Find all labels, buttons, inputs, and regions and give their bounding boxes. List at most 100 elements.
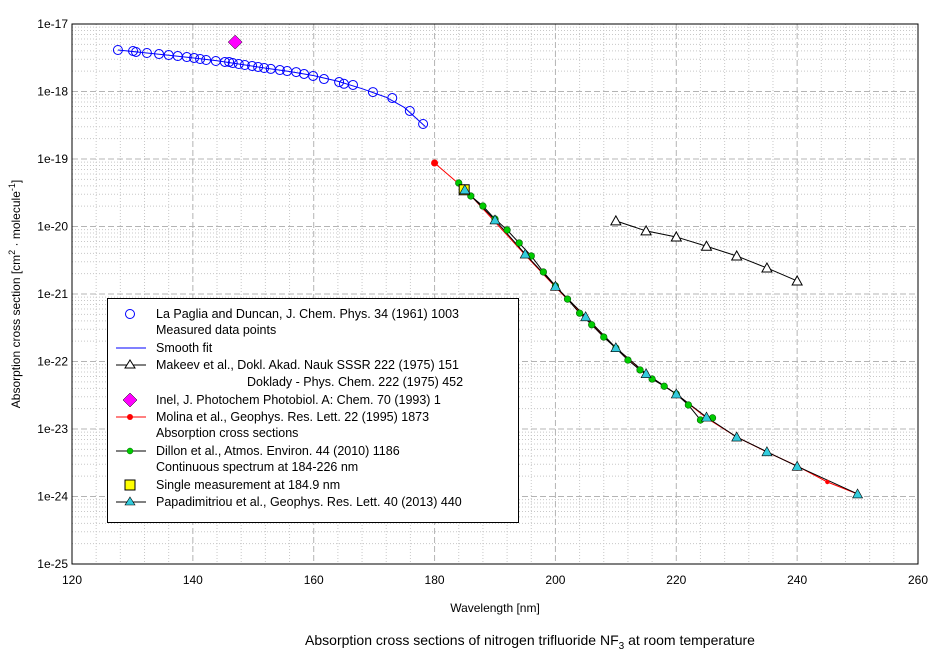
data-point <box>479 202 487 210</box>
data-point <box>791 460 803 471</box>
y-tick-label: 1e-17 <box>37 17 68 31</box>
x-tick-label: 200 <box>545 573 565 587</box>
data-point <box>227 58 238 69</box>
data-point <box>387 93 398 104</box>
y-axis-label: Absorption cross section [cm2 · molecule… <box>7 180 23 408</box>
x-tick-label: 120 <box>62 573 82 587</box>
cyan-triangle-line-icon <box>116 496 146 506</box>
data-point <box>515 239 523 247</box>
legend: La Paglia and Duncan, J. Chem. Phys. 34 … <box>107 298 519 523</box>
legend-label: Single measurement at 184.9 nm <box>156 478 341 492</box>
legend-label: Smooth fit <box>156 341 213 355</box>
plot-frame <box>71 23 919 565</box>
caption-subscript: 3 <box>618 640 625 652</box>
data-point <box>519 248 531 259</box>
data-point <box>563 295 572 303</box>
tick-labels: 120 140 160 180 200 220 240 260 1e-25 1e-24 1e-23 1… <box>37 17 928 587</box>
data-point <box>259 62 270 73</box>
series-line <box>117 49 426 128</box>
data-point <box>247 60 258 71</box>
data-point <box>660 382 668 390</box>
y-tick-label: 1e-18 <box>37 85 68 99</box>
data-point <box>640 368 652 378</box>
data-point <box>274 65 285 76</box>
data-point <box>700 240 713 251</box>
data-point <box>253 61 264 72</box>
data-point <box>459 184 471 195</box>
data-point <box>141 47 152 58</box>
data-point <box>201 54 212 65</box>
y-tick-label: 1e-20 <box>37 220 68 234</box>
data-point <box>112 44 123 55</box>
y-label-mid: · molecule <box>9 191 23 250</box>
data-point <box>308 70 319 81</box>
yellow-square-icon <box>124 479 136 491</box>
data-point <box>588 321 596 329</box>
x-tick-label: 160 <box>304 573 324 587</box>
data-point <box>347 79 358 90</box>
data-point <box>600 333 608 341</box>
blue-line-icon <box>116 347 146 349</box>
open-circle-icon <box>125 309 135 319</box>
data-point <box>239 59 250 70</box>
data-point <box>189 52 200 63</box>
data-point <box>610 214 622 226</box>
legend-label: Doklady - Phys. Chem. 222 (1975) 452 <box>247 375 464 389</box>
figure-caption: Absorption cross sections of nitrogen tr… <box>0 632 944 652</box>
y-label-end: ] <box>9 180 23 183</box>
y-tick-label: 1e-25 <box>37 557 68 571</box>
y-tick-label: 1e-24 <box>37 490 68 504</box>
data-point <box>825 479 830 485</box>
magenta-diamond-icon <box>122 392 138 408</box>
data-point <box>761 261 773 273</box>
data-point <box>791 274 803 286</box>
x-tick-label: 140 <box>183 573 203 587</box>
data-point <box>233 59 244 70</box>
x-axis-label: Wavelength [nm] <box>450 601 540 615</box>
legend-label: Continuous spectrum at 184-226 nm <box>156 460 359 474</box>
data-point <box>195 54 206 65</box>
data-point <box>636 366 644 374</box>
legend-label: Molina et al., Geophys. Res. Lett. 22 (1… <box>156 410 430 424</box>
data-point <box>334 77 345 88</box>
y-label-sup1: 2 <box>7 250 17 255</box>
legend-label: Papadimitriou et al., Geophys. Res. Lett… <box>156 495 462 509</box>
data-point <box>418 119 429 130</box>
y-tick-label: 1e-19 <box>37 152 68 166</box>
x-tick-label: 180 <box>425 573 445 587</box>
y-tick-label: 1e-23 <box>37 422 68 436</box>
caption-main: Absorption cross sections of nitrogen tr… <box>305 632 619 648</box>
data-point <box>761 446 773 457</box>
data-point <box>575 309 584 317</box>
data-point <box>700 411 713 422</box>
data-point <box>181 52 192 63</box>
y-tick-label: 1e-21 <box>37 287 68 301</box>
caption-tail: at room temperature <box>624 632 755 648</box>
data-point <box>227 34 243 50</box>
data-point <box>730 249 743 261</box>
open-triangle-line-icon <box>116 359 146 369</box>
data-point <box>131 46 142 57</box>
data-point <box>731 431 743 442</box>
y-label-main: Absorption cross section [cm <box>9 255 23 408</box>
legend-label: Measured data points <box>156 323 277 337</box>
legend-label: Inel, J. Photochem Photobiol. A: Chem. 7… <box>156 393 441 407</box>
data-point <box>219 56 230 67</box>
data-point <box>503 226 511 234</box>
data-point <box>852 488 864 499</box>
x-tick-label: 260 <box>908 573 928 587</box>
data-point <box>640 224 652 236</box>
y-tick-label: 1e-22 <box>37 355 68 369</box>
data-point <box>624 356 632 364</box>
data-point <box>431 159 439 167</box>
data-point <box>404 105 415 116</box>
legend-label: Dillon et al., Atmos. Environ. 44 (2010)… <box>156 444 400 458</box>
data-point <box>580 311 592 322</box>
data-point <box>670 230 683 242</box>
legend-label: Makeev et al., Dokl. Akad. Nauk SSSR 222… <box>156 358 459 372</box>
red-dot-line-icon <box>116 414 146 420</box>
data-point <box>291 67 302 78</box>
x-tick-label: 240 <box>787 573 807 587</box>
data-point <box>684 401 692 409</box>
data-point <box>549 280 561 291</box>
